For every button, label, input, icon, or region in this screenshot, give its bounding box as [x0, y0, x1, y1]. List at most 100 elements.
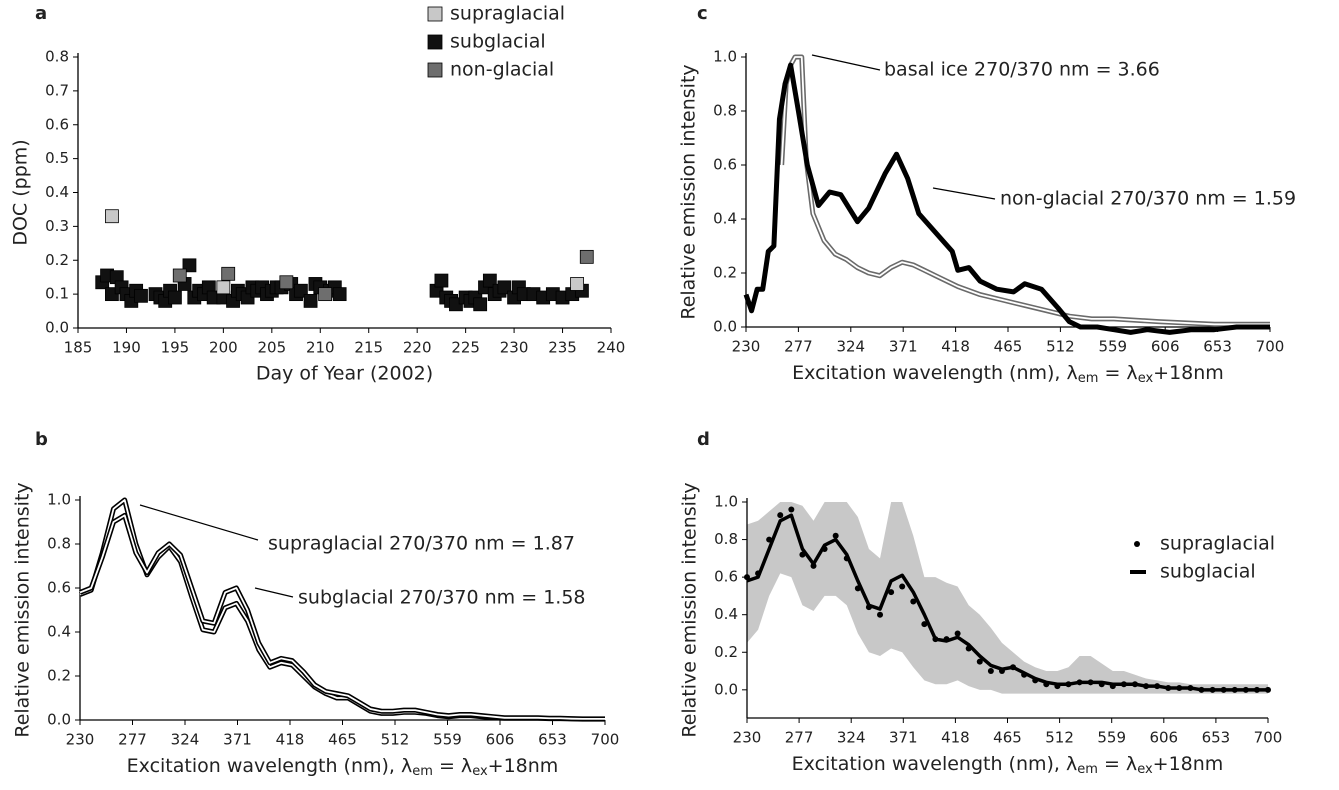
x-tick-label: 606: [1149, 729, 1178, 747]
x-tick-label: 512: [1045, 729, 1074, 747]
x-tick-label: 230: [500, 339, 529, 357]
y-tick-label: 0.4: [45, 183, 69, 201]
x-axis-label-part: = λ: [433, 755, 472, 777]
legend-swatch: [1134, 541, 1140, 547]
y-tick-label: 0.6: [45, 115, 69, 133]
dot: [877, 611, 884, 618]
y-tick-label: 0.3: [45, 217, 69, 235]
line-inner: [79, 514, 605, 720]
x-tick-label: 225: [451, 339, 480, 357]
y-axis-label: DOC (ppm): [10, 139, 32, 245]
y-tick-label: 0.0: [713, 318, 737, 336]
marker: [497, 280, 512, 295]
marker: [134, 288, 148, 303]
x-axis-label-part: = λ: [1098, 753, 1137, 775]
panel-label: b: [35, 429, 48, 450]
x-axis-label-part: em: [1077, 762, 1098, 777]
x-axis-label: Excitation wavelength (nm), λem = λex+18…: [792, 362, 1224, 386]
x-axis-label: Day of Year (2002): [256, 363, 433, 385]
marker: [172, 268, 187, 283]
x-tick-label: 606: [486, 731, 515, 749]
marker: [473, 297, 488, 312]
panel-label: a: [35, 3, 47, 24]
x-tick-label: 195: [161, 339, 190, 357]
leader-line: [139, 504, 259, 541]
y-tick-label: 0.2: [47, 667, 71, 685]
x-tick-label: 559: [433, 731, 462, 749]
x-tick-label: 200: [209, 339, 238, 357]
y-tick-label: 0.4: [713, 210, 737, 228]
x-tick-label: 700: [591, 731, 620, 749]
y-tick-label: 1.0: [713, 48, 737, 66]
marker: [216, 280, 231, 295]
x-tick-label: 277: [785, 729, 814, 747]
marker: [332, 287, 347, 302]
dot: [976, 658, 983, 665]
x-tick-label: 277: [784, 338, 813, 356]
x-tick-label: 324: [837, 729, 866, 747]
dot: [832, 532, 839, 539]
y-tick-label: 0.6: [47, 579, 71, 597]
leader-line: [811, 54, 881, 71]
x-tick-label: 230: [732, 338, 761, 356]
annotation: non-glacial 270/370 nm = 1.59: [1000, 188, 1296, 210]
x-tick-label: 210: [306, 339, 335, 357]
panel-label: d: [697, 429, 710, 450]
x-tick-label: 700: [1256, 338, 1285, 356]
y-tick-label: 1.0: [714, 493, 738, 511]
x-axis-label-part: Excitation wavelength (nm), λ: [792, 362, 1078, 384]
x-axis-label-part: +18nm: [488, 755, 559, 777]
x-axis-label-part: Excitation wavelength (nm), λ: [127, 755, 413, 777]
x-axis-label-part: +18nm: [1153, 362, 1224, 384]
y-tick-label: 0.5: [45, 149, 69, 167]
x-tick-label: 465: [328, 731, 357, 749]
x-tick-label: 371: [223, 731, 252, 749]
legend-label: subglacial: [450, 31, 546, 53]
marker: [434, 273, 449, 288]
leader-line: [254, 587, 294, 598]
x-tick-label: 240: [597, 339, 626, 357]
marker: [293, 283, 308, 298]
dot: [888, 589, 895, 596]
annotation: subglacial 270/370 nm = 1.58: [298, 587, 586, 609]
line-inner: [780, 56, 1270, 326]
leader-line: [932, 187, 996, 200]
x-tick-label: 190: [112, 339, 141, 357]
x-axis-label-part: em: [412, 764, 433, 779]
y-axis-label: Relative emission intensity: [678, 64, 700, 319]
x-tick-label: 185: [64, 339, 93, 357]
legend-label: supraglacial: [450, 3, 565, 25]
legend-swatch: [427, 62, 443, 78]
y-tick-label: 0.0: [47, 711, 71, 729]
marker: [570, 277, 584, 291]
x-tick-label: 230: [733, 729, 762, 747]
annotation: basal ice 270/370 nm = 3.66: [884, 59, 1160, 81]
x-tick-label: 465: [994, 338, 1023, 356]
line: [743, 62, 1270, 335]
x-tick-label: 606: [1151, 338, 1180, 356]
x-axis-label-part: Excitation wavelength (nm), λ: [792, 753, 1078, 775]
marker: [221, 266, 236, 281]
y-tick-label: 0.8: [713, 102, 737, 120]
marker: [303, 293, 318, 308]
y-tick-label: 0.6: [714, 568, 738, 586]
x-tick-label: 220: [403, 339, 432, 357]
x-tick-label: 371: [889, 729, 918, 747]
x-tick-label: 465: [993, 729, 1022, 747]
legend-label: non-glacial: [450, 59, 554, 81]
y-axis-label: Relative emission intensity: [679, 482, 701, 737]
x-tick-label: 215: [354, 339, 383, 357]
panel-label: c: [697, 3, 708, 24]
annotation: supraglacial 270/370 nm = 1.87: [268, 533, 575, 555]
x-tick-label: 653: [1202, 729, 1231, 747]
x-tick-label: 324: [836, 338, 865, 356]
y-tick-label: 0.4: [714, 605, 738, 623]
dot: [987, 668, 994, 675]
x-tick-label: 235: [548, 339, 577, 357]
x-tick-label: 512: [1046, 338, 1075, 356]
dot: [921, 621, 928, 628]
y-tick-label: 0.8: [714, 530, 738, 548]
legend-label: subglacial: [1160, 561, 1256, 583]
x-tick-label: 371: [889, 338, 918, 356]
